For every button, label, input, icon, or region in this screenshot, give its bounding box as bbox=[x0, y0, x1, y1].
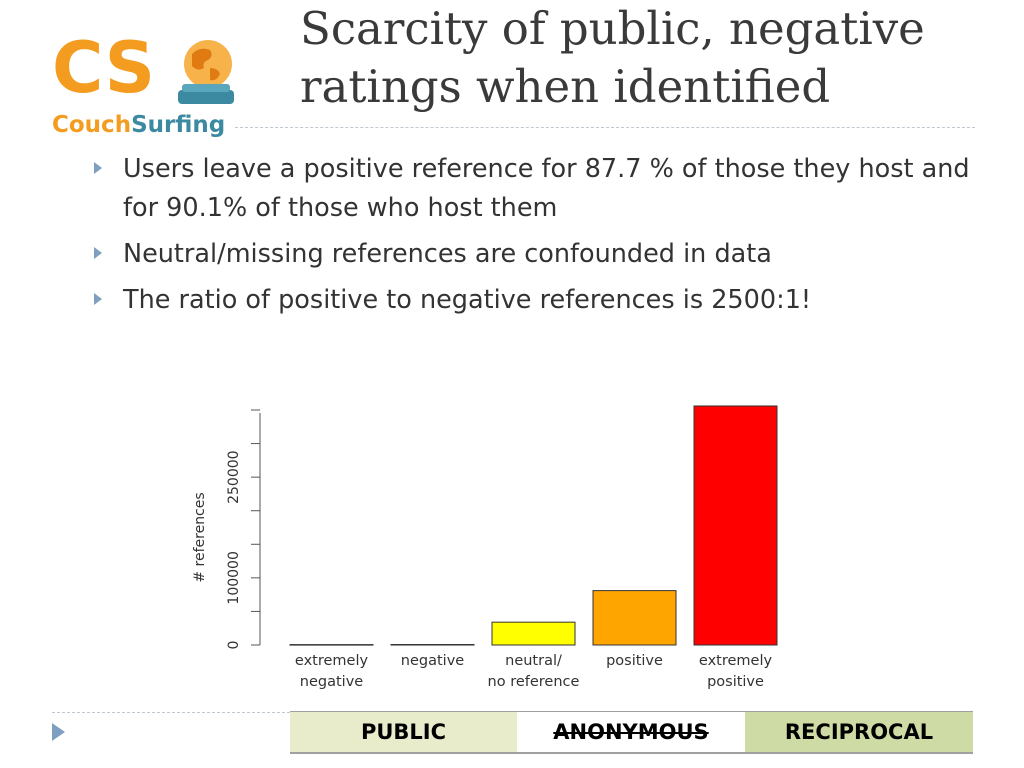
globe-icon bbox=[184, 40, 232, 88]
footer-divider bbox=[52, 712, 290, 713]
title-divider bbox=[235, 127, 975, 128]
bullet-arrow-icon bbox=[94, 293, 102, 305]
bullet-list: Users leave a positive reference for 87.… bbox=[92, 150, 972, 327]
references-bar-chart: 0 100000 250000 # references extremely negati… bbox=[192, 405, 778, 690]
bar bbox=[592, 590, 677, 646]
category-label: positive bbox=[707, 674, 764, 690]
couchsurfing-logo: CS CouchSurfing bbox=[50, 27, 235, 140]
category-label: positive bbox=[606, 653, 663, 669]
category-label: no reference bbox=[488, 674, 580, 690]
y-tick-label: 100000 bbox=[226, 551, 242, 604]
public-cell: PUBLIC bbox=[290, 712, 517, 752]
category-label: negative bbox=[300, 674, 363, 690]
bar bbox=[491, 621, 576, 646]
reciprocal-cell: RECIPROCAL bbox=[745, 712, 973, 752]
category-label: extremely bbox=[295, 653, 369, 669]
bullet-item: The ratio of positive to negative refere… bbox=[92, 281, 972, 320]
bullet-arrow-icon bbox=[94, 247, 102, 259]
y-tick-label: 0 bbox=[226, 641, 242, 650]
anonymous-cell: ANONYMOUS bbox=[517, 712, 745, 752]
category-label: extremely bbox=[699, 653, 773, 669]
couchsurfing-logo-graphic: CS CouchSurfing bbox=[52, 27, 234, 138]
logo-wordmark: CouchSurfing bbox=[52, 112, 225, 138]
rating-type-table: PUBLIC ANONYMOUS RECIPROCAL bbox=[290, 711, 973, 754]
slide-title: Scarcity of public, negative ratings whe… bbox=[300, 2, 925, 113]
bar bbox=[693, 405, 778, 646]
bar bbox=[390, 644, 475, 646]
bullet-arrow-icon bbox=[94, 162, 102, 174]
category-label: neutral/ bbox=[505, 653, 562, 669]
bullet-item: Neutral/missing references are confounde… bbox=[92, 235, 972, 274]
category-label: negative bbox=[401, 653, 464, 669]
y-axis-label: # references bbox=[192, 492, 208, 582]
y-tick-label: 250000 bbox=[226, 450, 242, 503]
couch-icon bbox=[178, 90, 234, 104]
logo-letters: CS bbox=[52, 28, 155, 109]
bar bbox=[289, 644, 374, 646]
bullet-item: Users leave a positive reference for 87.… bbox=[92, 150, 972, 228]
footer-arrow-icon bbox=[52, 723, 65, 741]
